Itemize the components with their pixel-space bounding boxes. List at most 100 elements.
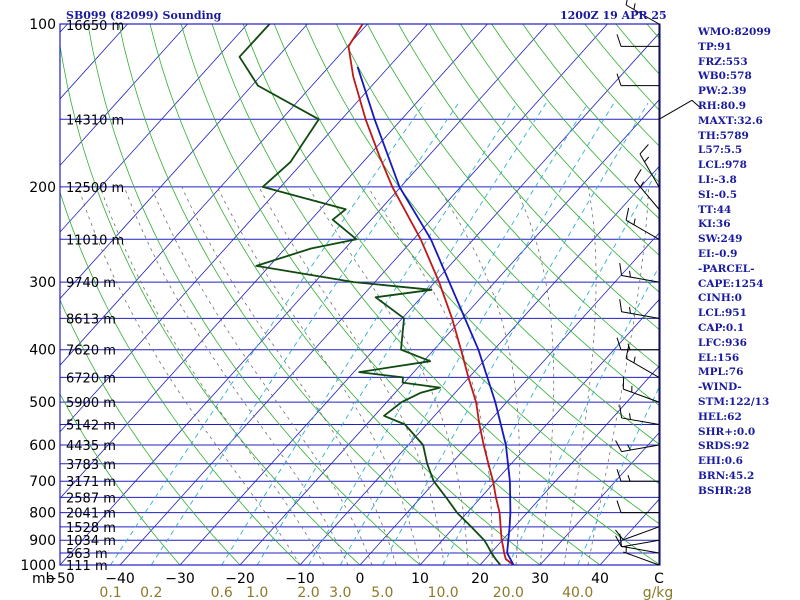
stability-index-item: STM:122/13 xyxy=(698,395,770,408)
wind-barb-feather xyxy=(625,345,630,359)
isotherm-line xyxy=(119,24,608,565)
wind-barb-feather xyxy=(619,299,623,312)
stability-index-item: LCL:978 xyxy=(698,159,747,172)
stability-index-item: LI:-3.8 xyxy=(698,173,737,186)
wind-barb-feather xyxy=(616,337,622,350)
wind-barb xyxy=(621,545,660,554)
pressure-tick-label: 800 xyxy=(29,506,56,522)
dry-adiabat-line xyxy=(60,299,241,565)
stability-index-item: CAPE:1254 xyxy=(698,277,764,290)
stability-index-item: SHR+:0.0 xyxy=(698,425,756,438)
height-label: 3783 m xyxy=(66,458,116,473)
wind-barb-feather xyxy=(691,99,702,110)
dry-adiabat-line xyxy=(367,24,660,369)
wind-barb xyxy=(658,99,693,120)
mixing-ratio-line xyxy=(577,384,660,565)
isotherm-line xyxy=(60,24,548,565)
stability-index-item: SRDS:92 xyxy=(698,440,750,453)
stability-index-item: KI:36 xyxy=(698,218,731,231)
stability-index-list: WMO:82099 TP:91 FRZ:553 WB0:578 PW:2.39 RH:80… xyxy=(698,25,771,499)
stability-index-item: EHI:0.6 xyxy=(698,455,743,468)
pressure-tick-label: 1000 xyxy=(20,558,56,574)
pressure-tick-label: 600 xyxy=(29,438,56,454)
wind-barb-half-feather xyxy=(633,218,636,225)
parcel-trace xyxy=(356,66,515,565)
dry-adiabat-line xyxy=(242,24,660,525)
stability-index-item: LCL:951 xyxy=(698,307,747,320)
dry-adiabat-line xyxy=(60,393,181,565)
mixing-ratio-tick-label: 40.0 xyxy=(562,585,593,600)
wind-barb-half-feather xyxy=(629,413,631,420)
wind-barb-feather xyxy=(639,144,649,155)
stability-index-item: EL:156 xyxy=(698,351,740,364)
temperature-tick-label: −40 xyxy=(105,571,135,587)
isotherm-line xyxy=(60,24,488,500)
mixing-ratio-tick-label: 10.0 xyxy=(428,585,459,600)
dry-adiabat-line xyxy=(149,24,541,565)
temperature-tick-label: 10 xyxy=(411,571,429,587)
height-label: 111 m xyxy=(66,559,108,574)
moist-adiabat-line xyxy=(437,186,521,565)
dry-adiabat-line xyxy=(118,24,481,565)
moist-adiabat-line xyxy=(181,186,397,565)
moist-adiabat-line xyxy=(150,186,373,565)
mixing-ratio-line xyxy=(339,102,615,565)
pressure-tick-label: 700 xyxy=(29,474,56,490)
mixing-ratio-line xyxy=(110,102,425,565)
wind-barb-feather xyxy=(616,500,622,513)
mixing-ratio-tick-label: 2.0 xyxy=(297,585,319,600)
moist-adiabat-line xyxy=(308,186,469,565)
stability-index-item: L57:5.5 xyxy=(698,144,743,157)
wind-barb-half-feather xyxy=(633,3,636,10)
dry-adiabat-line xyxy=(336,24,660,407)
wind-barb-half-feather xyxy=(644,156,650,163)
moist-adiabat-line xyxy=(563,186,597,565)
stability-index-item: -PARCEL- xyxy=(698,262,755,275)
stability-index-item: BSHR:28 xyxy=(698,484,752,497)
stability-index-item: MAXT:32.6 xyxy=(698,114,763,127)
wind-barb xyxy=(623,388,660,403)
height-label: 3171 m xyxy=(66,475,116,490)
mixing-ratio-line xyxy=(442,165,660,565)
stability-index-item: WMO:82099 xyxy=(698,26,771,38)
stability-index-item: CAP:0.1 xyxy=(698,321,745,334)
stability-index-item: LFC:936 xyxy=(698,336,747,349)
moist-adiabat-line xyxy=(123,186,349,565)
mixing-ratio-tick-label: 0.6 xyxy=(211,585,233,600)
pressure-unit-label: mb xyxy=(32,571,55,587)
stability-index-item: TH:5789 xyxy=(698,129,749,142)
wind-barb-half-feather xyxy=(629,306,631,314)
mixing-ratio-line xyxy=(150,102,459,565)
wind-barb-half-feather xyxy=(627,343,631,350)
stability-index-item: MPL:76 xyxy=(698,366,744,379)
wind-barb xyxy=(634,179,660,210)
wind-barb-feather xyxy=(634,169,642,181)
mixing-ratio-line xyxy=(308,102,589,565)
temperature-tick-label: 30 xyxy=(531,571,549,587)
wind-barb xyxy=(621,539,660,548)
pressure-tick-label: 200 xyxy=(29,180,56,196)
mixing-ratio-tick-label: 5.0 xyxy=(371,585,393,600)
isotherm-line xyxy=(60,24,188,167)
mixing-ratio-line xyxy=(221,102,518,565)
dry-adiabat-line xyxy=(429,24,660,294)
isotherm-line xyxy=(60,24,428,433)
height-label: 5900 m xyxy=(66,396,116,411)
moist-adiabat-line xyxy=(216,186,421,565)
temperature-tick-label: −10 xyxy=(285,571,315,587)
dewpoint-trace xyxy=(238,24,502,565)
wind-barb-feather xyxy=(615,535,623,548)
moist-adiabat-line xyxy=(77,186,301,565)
pressure-tick-label: 900 xyxy=(29,533,56,549)
wind-barb xyxy=(621,444,660,453)
pressure-tick-label: 400 xyxy=(29,343,56,359)
wind-barb-feather xyxy=(619,405,623,419)
wind-barb-half-feather xyxy=(627,475,631,482)
height-label: 6720 m xyxy=(66,371,116,386)
stability-index-item: WB0:578 xyxy=(698,70,752,83)
stability-index-item: PW:2.39 xyxy=(698,85,747,98)
temperature-tick-label: −20 xyxy=(225,571,255,587)
wind-barb xyxy=(621,275,660,283)
